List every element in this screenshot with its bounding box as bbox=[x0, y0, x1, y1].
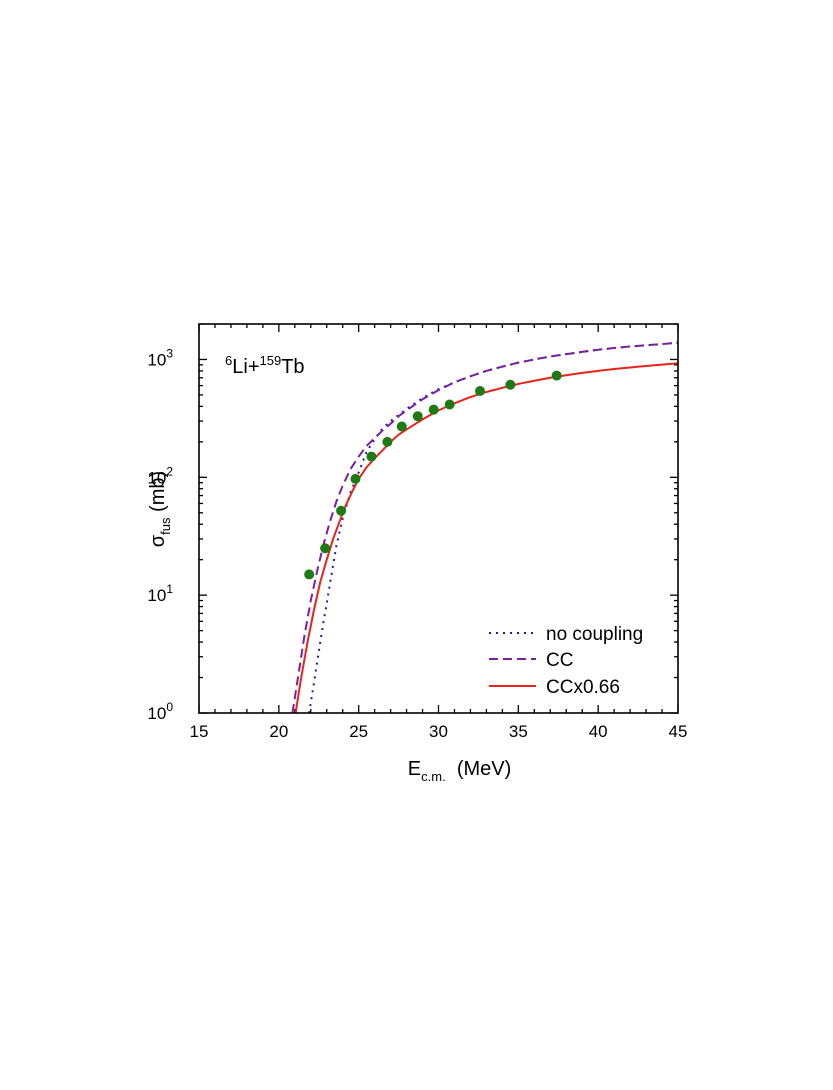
y-axis-title: σfus (mb) bbox=[147, 454, 173, 575]
y-tick-label: 102 bbox=[147, 464, 173, 487]
x-tick-labels: 15 20 25 30 35 40 45 bbox=[190, 722, 688, 741]
element-b: Tb bbox=[281, 356, 304, 378]
x-axis-title-sub: c.m. bbox=[421, 769, 446, 784]
y-tick-label: 100 bbox=[147, 700, 173, 723]
data-point bbox=[366, 451, 377, 462]
legend-label-ccx066: CCx0.66 bbox=[546, 677, 620, 698]
series-line-ccx0-66 bbox=[294, 362, 678, 713]
x-axis-title-main: E bbox=[408, 758, 421, 780]
data-point bbox=[396, 421, 407, 432]
data-point bbox=[304, 569, 315, 580]
x-axis-title: Ec.m. (MeV) bbox=[380, 758, 528, 784]
data-points bbox=[304, 370, 562, 580]
reaction-label: 6Li+159Tb bbox=[225, 353, 305, 378]
data-point bbox=[350, 473, 361, 484]
x-tick-label: 30 bbox=[429, 722, 448, 741]
y-axis-title-sub: fus bbox=[158, 517, 173, 535]
x-tick-label: 25 bbox=[349, 722, 368, 741]
data-point bbox=[444, 399, 455, 410]
data-point bbox=[551, 370, 562, 381]
series-line-no-coupling bbox=[308, 341, 678, 713]
plus-sign: + bbox=[248, 356, 260, 378]
mass-a: 6 bbox=[225, 353, 232, 368]
y-tick-label: 101 bbox=[147, 582, 173, 605]
y-axis-title-tail: (mb) bbox=[147, 471, 169, 518]
x-axis-title-tail: (MeV) bbox=[446, 758, 512, 780]
series-line-cc bbox=[291, 341, 678, 713]
data-point bbox=[412, 411, 423, 422]
x-tick-label: 15 bbox=[190, 722, 209, 741]
data-point bbox=[320, 543, 331, 554]
legend: no coupling CC CCx0.66 bbox=[489, 624, 643, 698]
plot-frame bbox=[198, 323, 679, 714]
x-tick-label: 40 bbox=[589, 722, 608, 741]
x-tick-label: 20 bbox=[269, 722, 288, 741]
data-point bbox=[336, 505, 347, 516]
x-tick-label: 35 bbox=[509, 722, 528, 741]
y-tick-label: 103 bbox=[147, 346, 173, 369]
element-a: Li bbox=[232, 356, 248, 378]
x-ticks bbox=[198, 324, 679, 713]
y-ticks bbox=[199, 358, 678, 714]
x-tick-label: 45 bbox=[669, 722, 688, 741]
mass-b: 159 bbox=[260, 353, 282, 368]
data-point bbox=[382, 436, 393, 447]
series-layer bbox=[291, 341, 678, 713]
data-point bbox=[475, 386, 486, 397]
data-point bbox=[505, 379, 516, 390]
y-tick-labels: 100 101 102 103 bbox=[147, 346, 173, 723]
data-point bbox=[428, 404, 439, 415]
y-axis-title-main: σ bbox=[147, 534, 169, 547]
legend-label-cc: CC bbox=[546, 650, 573, 671]
legend-label-no-coupling: no coupling bbox=[546, 624, 643, 645]
